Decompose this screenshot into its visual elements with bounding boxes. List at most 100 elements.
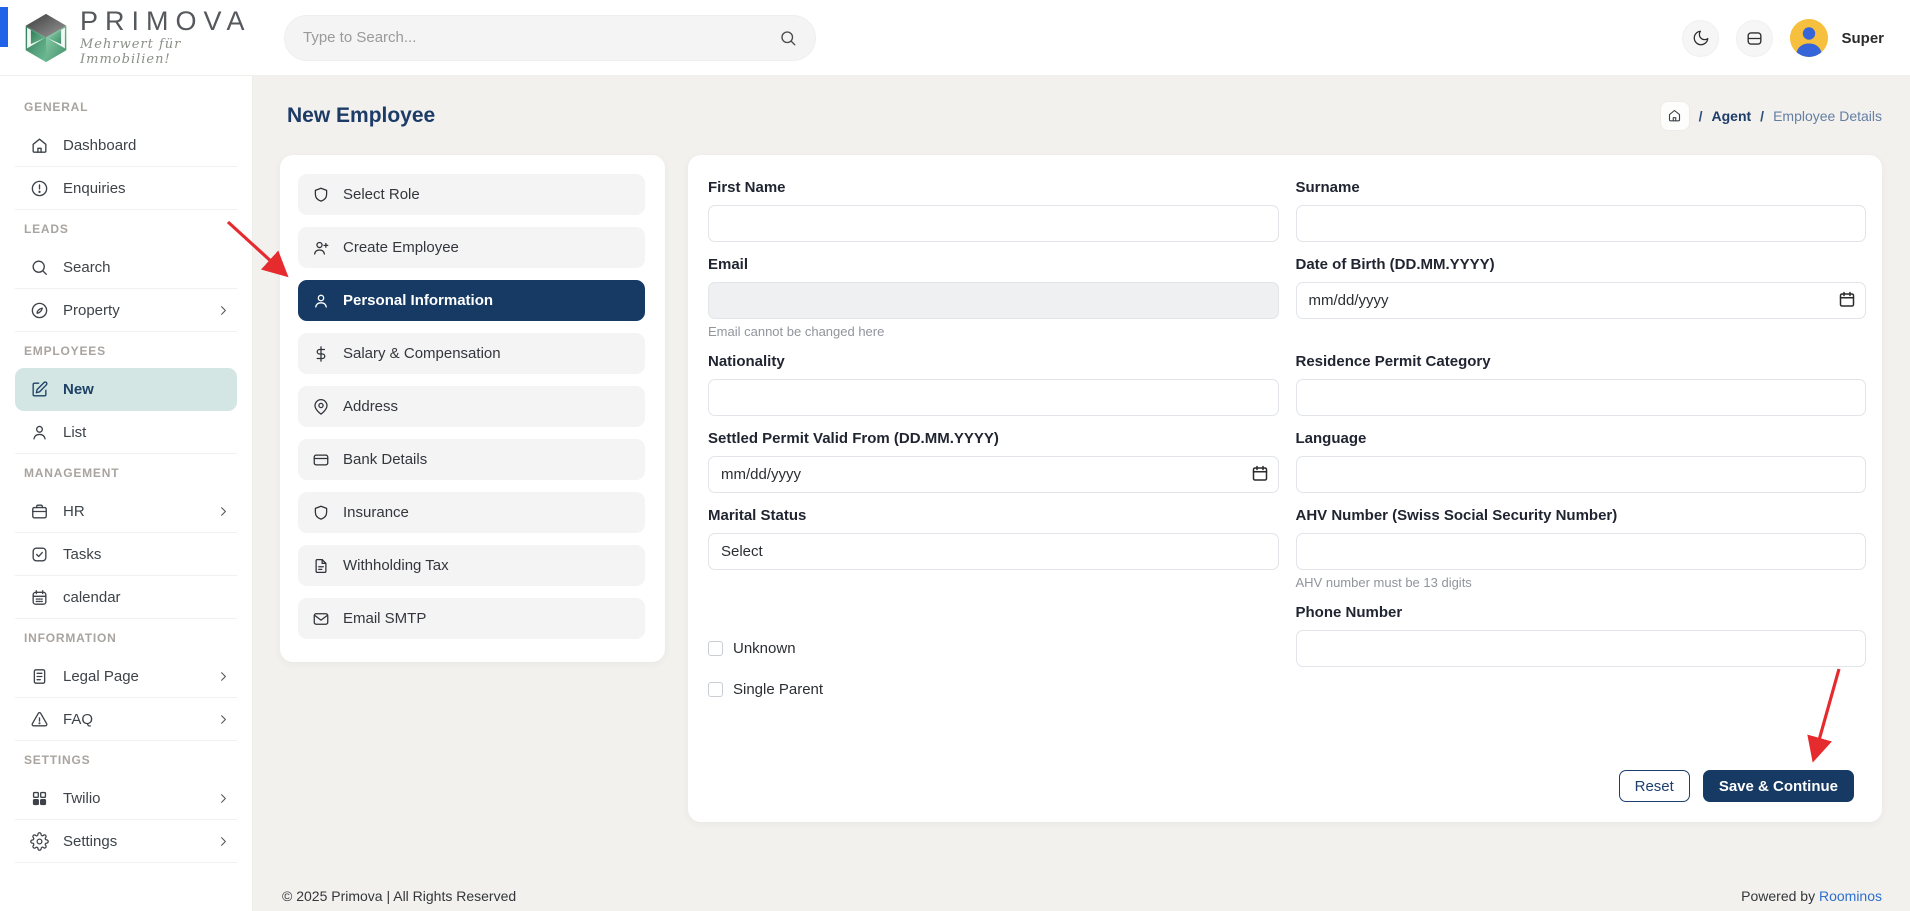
check-square-icon — [30, 545, 49, 564]
breadcrumb-home-button[interactable] — [1659, 100, 1690, 131]
roominos-link[interactable]: Roominos — [1818, 888, 1882, 904]
browser-edge-accent — [0, 7, 8, 47]
sidebar-item-search[interactable]: Search — [15, 246, 237, 289]
employee-steps-panel: Select Role Create Employee Personal Inf… — [280, 155, 665, 662]
breadcrumb-separator: / — [1698, 107, 1703, 124]
step-address[interactable]: Address — [298, 386, 645, 427]
copyright-text: © 2025 Primova | All Rights Reserved — [282, 888, 517, 904]
step-bank-details[interactable]: Bank Details — [298, 439, 645, 480]
layout-toggle-button[interactable] — [1736, 19, 1774, 57]
property-icon — [30, 301, 49, 320]
step-salary-compensation[interactable]: Salary & Compensation — [298, 333, 645, 374]
phone-number-label: Phone Number — [1295, 604, 1403, 621]
sidebar-item-legal-page[interactable]: Legal Page — [15, 655, 237, 698]
sidebar-item-twilio[interactable]: Twilio — [15, 777, 237, 820]
step-label: Address — [343, 398, 399, 415]
step-create-employee[interactable]: Create Employee — [298, 227, 645, 268]
language-label: Language — [1295, 430, 1367, 447]
marital-status-label: Marital Status — [708, 507, 807, 524]
sidebar-item-label: Settings — [63, 832, 118, 850]
settled-permit-input[interactable] — [708, 456, 1279, 493]
sidebar-item-label: Property — [63, 301, 120, 319]
step-label: Bank Details — [343, 451, 428, 468]
file-text-icon — [312, 557, 330, 575]
step-insurance[interactable]: Insurance — [298, 492, 645, 533]
step-select-role[interactable]: Select Role — [298, 174, 645, 215]
surname-label: Surname — [1295, 179, 1360, 196]
marital-status-value: Select — [721, 543, 763, 560]
reset-button[interactable]: Reset — [1618, 770, 1690, 802]
sidebar-item-hr[interactable]: HR — [15, 490, 237, 533]
sidebar-item-enquiries[interactable]: Enquiries — [15, 167, 237, 210]
calendar-icon — [30, 588, 49, 607]
marital-status-select[interactable]: Select — [708, 533, 1279, 570]
email-label: Email — [708, 256, 749, 273]
user-name[interactable]: Super — [1841, 29, 1884, 47]
step-label: Personal Information — [343, 292, 494, 309]
sidebar-section-employees: EMPLOYEES — [24, 344, 106, 358]
residence-permit-input[interactable] — [1295, 379, 1866, 416]
sidebar-item-calendar[interactable]: calendar — [15, 576, 237, 619]
user-icon — [30, 423, 49, 442]
user-avatar[interactable] — [1790, 19, 1829, 57]
unknown-checkbox-row[interactable]: Unknown — [708, 640, 1279, 657]
sidebar-item-label: Legal Page — [63, 667, 139, 685]
dark-mode-toggle[interactable] — [1682, 19, 1720, 57]
unknown-checkbox[interactable] — [708, 641, 723, 656]
sidebar-item-settings[interactable]: Settings — [15, 820, 237, 863]
personal-information-form: First Name Surname Email Email cannot be… — [688, 155, 1882, 822]
step-label: Withholding Tax — [343, 557, 449, 574]
sidebar-section-settings: SETTINGS — [24, 753, 91, 767]
save-continue-button[interactable]: Save & Continue — [1702, 770, 1854, 802]
dob-label: Date of Birth (DD.MM.YYYY) — [1295, 256, 1495, 273]
sidebar-item-label: List — [63, 423, 87, 441]
step-label: Create Employee — [343, 239, 459, 256]
sidebar-item-label: HR — [63, 502, 85, 520]
home-icon — [30, 136, 49, 155]
ahv-number-input[interactable] — [1295, 533, 1866, 570]
step-label: Email SMTP — [343, 610, 427, 627]
nationality-label: Nationality — [708, 353, 785, 370]
primova-cube-icon — [22, 12, 70, 64]
step-withholding-tax[interactable]: Withholding Tax — [298, 545, 645, 586]
sidebar-item-tasks[interactable]: Tasks — [15, 533, 237, 576]
dollar-icon — [312, 345, 330, 363]
email-input — [708, 282, 1279, 319]
sidebar-item-new[interactable]: New — [15, 368, 237, 411]
sidebar-item-faq[interactable]: FAQ — [15, 698, 237, 741]
shield-icon — [312, 504, 330, 522]
first-name-input[interactable] — [708, 205, 1279, 242]
surname-input[interactable] — [1295, 205, 1866, 242]
sidebar-nav: GENERAL Dashboard Enquiries LEADS Sear — [0, 76, 253, 911]
search-input[interactable] — [303, 29, 779, 46]
single-parent-checkbox-row[interactable]: Single Parent — [708, 681, 1279, 698]
sidebar-section-information: INFORMATION — [24, 631, 117, 645]
phone-number-input[interactable] — [1295, 630, 1866, 667]
sidebar-item-property[interactable]: Property — [15, 289, 237, 332]
global-search[interactable] — [284, 14, 816, 61]
step-label: Select Role — [343, 186, 420, 203]
grid-icon — [30, 789, 49, 808]
nationality-input[interactable] — [708, 379, 1279, 416]
gear-icon — [30, 831, 49, 851]
first-name-label: First Name — [708, 179, 786, 196]
single-parent-checkbox-label: Single Parent — [733, 681, 824, 698]
step-email-smtp[interactable]: Email SMTP — [298, 598, 645, 639]
email-helper-text: Email cannot be changed here — [708, 324, 885, 339]
dob-input[interactable] — [1295, 282, 1866, 319]
breadcrumb: / Agent / Employee Details — [1659, 100, 1882, 131]
language-input[interactable] — [1295, 456, 1866, 493]
sidebar-item-list[interactable]: List — [15, 411, 237, 454]
sidebar-section-general: GENERAL — [24, 100, 89, 114]
step-label: Salary & Compensation — [343, 345, 501, 362]
file-text-icon — [30, 667, 49, 686]
chevron-right-icon — [216, 303, 231, 318]
breadcrumb-agent[interactable]: Agent — [1711, 107, 1752, 124]
credit-card-icon — [312, 451, 330, 469]
settled-permit-label: Settled Permit Valid From (DD.MM.YYYY) — [708, 430, 999, 447]
step-personal-information[interactable]: Personal Information — [298, 280, 645, 321]
sidebar-item-dashboard[interactable]: Dashboard — [15, 124, 237, 167]
brand-logo[interactable]: PRIMOVA Mehrwert für Immobilien! — [22, 8, 248, 67]
moon-icon — [1692, 29, 1710, 47]
single-parent-checkbox[interactable] — [708, 682, 723, 697]
